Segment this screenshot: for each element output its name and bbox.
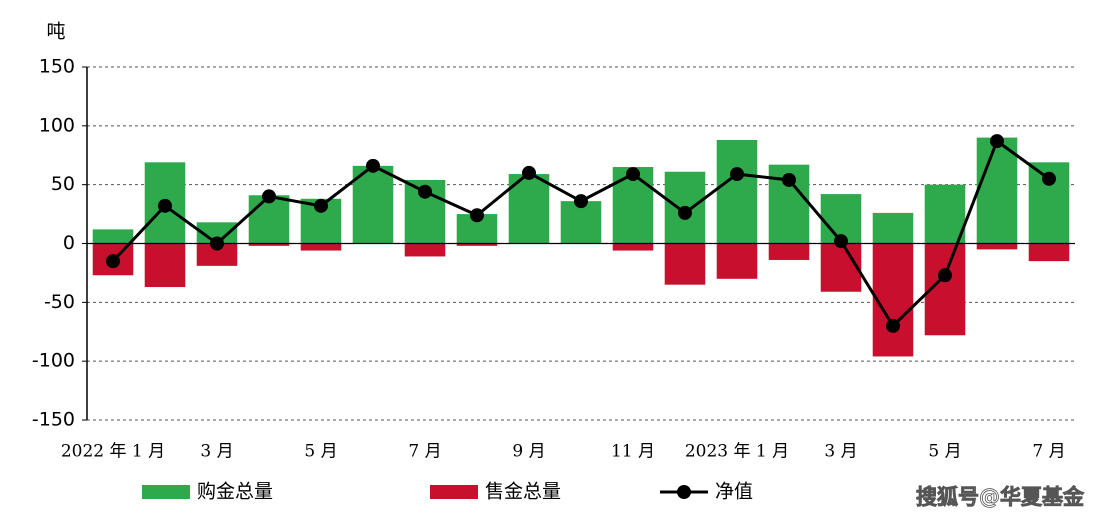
bar bbox=[976, 243, 1018, 250]
x-tick-label: 5 月 bbox=[304, 442, 337, 462]
legend-swatch bbox=[142, 485, 190, 499]
line-marker bbox=[366, 158, 380, 173]
line-marker bbox=[990, 134, 1004, 149]
bar bbox=[196, 243, 238, 266]
bar bbox=[716, 139, 758, 244]
line-marker bbox=[834, 234, 848, 249]
y-tick-label: -100 bbox=[32, 350, 75, 372]
bar bbox=[612, 243, 654, 251]
bar bbox=[144, 243, 186, 288]
x-tick-label: 5 月 bbox=[928, 442, 961, 462]
bar bbox=[92, 229, 134, 244]
bar bbox=[196, 222, 238, 244]
line-marker bbox=[574, 194, 588, 209]
x-tick-label: 7 月 bbox=[408, 442, 441, 462]
line-marker bbox=[626, 167, 640, 182]
line-marker bbox=[210, 236, 224, 251]
bar bbox=[1028, 243, 1070, 262]
bar bbox=[404, 243, 446, 257]
legend-label: 净值 bbox=[715, 481, 753, 503]
line-marker bbox=[730, 167, 744, 182]
line-marker bbox=[106, 254, 120, 269]
line-marker bbox=[678, 205, 692, 220]
y-axis-label: 吨 bbox=[46, 21, 65, 43]
x-tick-label: 2023 年 1 月 bbox=[685, 442, 789, 462]
legend-label: 售金总量 bbox=[485, 481, 561, 503]
x-tick-label: 9 月 bbox=[512, 442, 545, 462]
watermark: 搜狐号@华夏基金 bbox=[916, 485, 1085, 509]
y-tick-label: -50 bbox=[44, 291, 75, 313]
y-tick-label: 50 bbox=[51, 173, 75, 195]
x-tick-label: 7 月 bbox=[1032, 442, 1065, 462]
line-marker bbox=[886, 318, 900, 333]
line-marker bbox=[314, 198, 328, 213]
bar bbox=[768, 243, 810, 260]
line-marker bbox=[418, 184, 432, 199]
y-tick-label: 100 bbox=[39, 114, 75, 136]
bar bbox=[716, 243, 758, 279]
x-tick-label: 3 月 bbox=[824, 442, 857, 462]
bar bbox=[560, 201, 602, 244]
x-tick-label: 3 月 bbox=[200, 442, 233, 462]
bar bbox=[924, 184, 966, 244]
bar bbox=[820, 243, 862, 292]
legend-swatch bbox=[430, 485, 478, 499]
bar bbox=[872, 243, 914, 357]
bar bbox=[872, 212, 914, 244]
y-tick-label: 0 bbox=[63, 232, 75, 254]
x-tick-label: 2022 年 1 月 bbox=[61, 442, 165, 462]
line-marker bbox=[1042, 171, 1056, 186]
line-marker bbox=[522, 165, 536, 180]
line-marker bbox=[470, 208, 484, 223]
y-tick-label: 150 bbox=[39, 56, 75, 78]
y-tick-label: -150 bbox=[32, 409, 75, 431]
line-marker bbox=[782, 172, 796, 187]
bar bbox=[456, 243, 498, 246]
bar bbox=[300, 243, 342, 251]
line-marker bbox=[158, 198, 172, 213]
bar bbox=[248, 243, 290, 246]
bar bbox=[976, 137, 1018, 244]
line-marker bbox=[938, 268, 952, 283]
line-marker bbox=[262, 189, 276, 204]
bar bbox=[352, 165, 394, 244]
x-tick-label: 11 月 bbox=[611, 442, 655, 462]
bar bbox=[664, 243, 706, 285]
legend-swatch bbox=[677, 485, 691, 499]
legend-label: 购金总量 bbox=[197, 481, 273, 503]
